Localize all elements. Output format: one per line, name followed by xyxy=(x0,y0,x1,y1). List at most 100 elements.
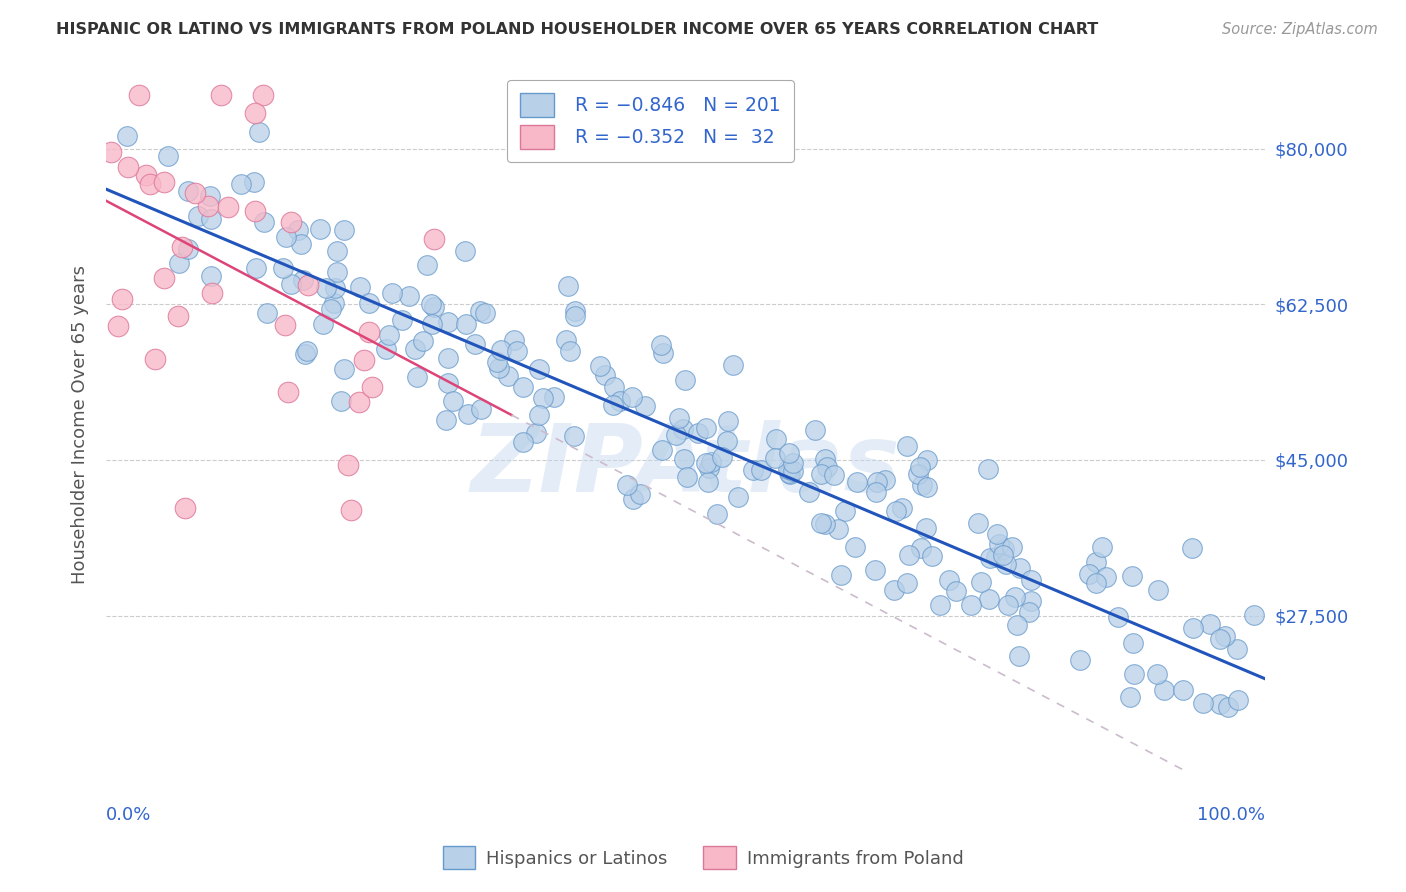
Point xyxy=(1091,540,1114,554)
Point xyxy=(506,344,529,359)
Point xyxy=(945,583,967,598)
Point xyxy=(609,393,631,408)
Point xyxy=(823,468,845,483)
Point xyxy=(295,343,318,358)
Point xyxy=(470,303,492,318)
Point xyxy=(1007,618,1029,632)
Point xyxy=(474,306,496,320)
Point xyxy=(815,460,838,475)
Point xyxy=(167,255,190,269)
Point xyxy=(200,212,222,227)
Point xyxy=(917,480,939,494)
Point xyxy=(799,485,821,500)
Point xyxy=(423,232,446,246)
Point xyxy=(245,260,267,275)
Point xyxy=(1226,641,1249,656)
Point xyxy=(564,310,586,324)
Point xyxy=(357,295,380,310)
Text: Source: ZipAtlas.com: Source: ZipAtlas.com xyxy=(1222,22,1378,37)
Point xyxy=(274,318,297,333)
Point xyxy=(865,484,887,499)
Point xyxy=(910,460,932,475)
Point xyxy=(291,273,314,287)
Point xyxy=(419,296,441,310)
Point xyxy=(673,373,696,387)
Point xyxy=(778,446,800,460)
Point xyxy=(333,362,356,376)
Point xyxy=(697,475,720,490)
Point xyxy=(503,333,526,347)
Point xyxy=(890,501,912,516)
Point xyxy=(695,421,717,435)
Point xyxy=(564,303,586,318)
Point xyxy=(434,413,457,427)
Point xyxy=(915,453,938,467)
Point xyxy=(128,88,150,103)
Point xyxy=(243,203,266,218)
Point xyxy=(543,390,565,404)
Point xyxy=(896,576,918,591)
Point xyxy=(778,462,800,476)
Point xyxy=(256,305,278,319)
Point xyxy=(915,521,938,535)
Point xyxy=(866,475,889,489)
Point xyxy=(1019,594,1042,608)
Point xyxy=(589,359,612,373)
Point xyxy=(135,168,157,182)
Point xyxy=(274,230,297,244)
Point xyxy=(464,336,486,351)
Point xyxy=(554,333,576,347)
Point xyxy=(247,124,270,138)
Point xyxy=(616,478,638,492)
Text: ZIPAtlas: ZIPAtlas xyxy=(471,420,900,512)
Point xyxy=(326,244,349,258)
Point xyxy=(271,261,294,276)
Point xyxy=(997,598,1019,612)
Point xyxy=(139,177,162,191)
Point xyxy=(381,285,404,300)
Point xyxy=(167,309,190,323)
Point xyxy=(321,301,343,316)
Point xyxy=(651,443,673,458)
Point xyxy=(634,400,657,414)
Point xyxy=(336,458,359,472)
Point xyxy=(970,574,993,589)
Point xyxy=(1122,636,1144,650)
Point xyxy=(245,106,267,120)
Point xyxy=(650,337,672,351)
Point xyxy=(1209,697,1232,711)
Point xyxy=(330,393,353,408)
Point xyxy=(742,463,765,477)
Point xyxy=(562,429,585,443)
Point xyxy=(308,222,330,236)
Y-axis label: Householder Income Over 65 years: Householder Income Over 65 years xyxy=(72,265,89,583)
Point xyxy=(1146,583,1168,598)
Point xyxy=(378,328,401,343)
Point xyxy=(884,504,907,518)
Point xyxy=(665,428,688,442)
Point xyxy=(359,325,381,339)
Point xyxy=(984,549,1007,564)
Point xyxy=(512,380,534,394)
Point xyxy=(620,390,643,404)
Point xyxy=(326,265,349,279)
Point xyxy=(312,317,335,331)
Point xyxy=(361,380,384,394)
Point xyxy=(979,551,1001,566)
Point xyxy=(749,463,772,477)
Point xyxy=(721,358,744,372)
Point xyxy=(253,215,276,229)
Point xyxy=(1069,653,1091,667)
Point xyxy=(668,410,690,425)
Point xyxy=(531,392,554,406)
Point xyxy=(986,526,1008,541)
Point xyxy=(695,456,717,470)
Point xyxy=(1107,609,1129,624)
Point xyxy=(1085,555,1108,569)
Point xyxy=(846,475,869,490)
Point xyxy=(938,574,960,588)
Legend: Hispanics or Latinos, Immigrants from Poland: Hispanics or Latinos, Immigrants from Po… xyxy=(433,838,973,879)
Point xyxy=(1171,682,1194,697)
Point xyxy=(1215,629,1237,643)
Point xyxy=(1078,567,1101,582)
